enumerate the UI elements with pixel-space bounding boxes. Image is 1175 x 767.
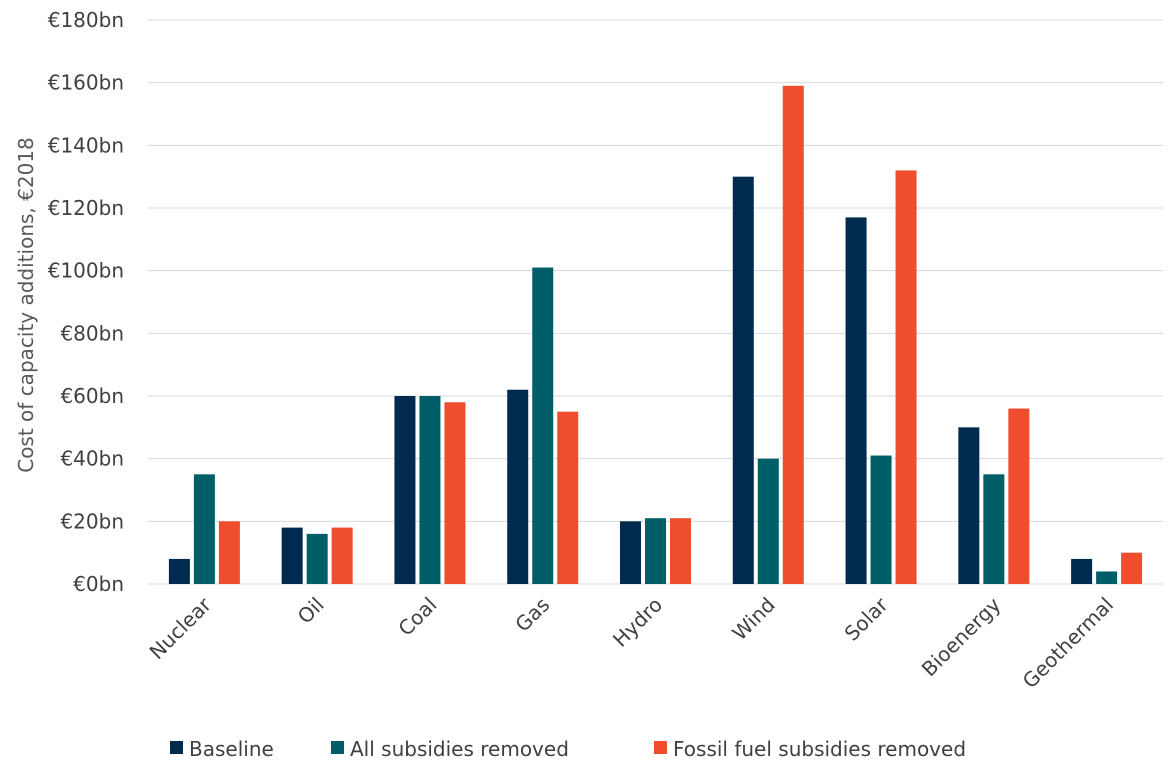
bars (168, 85, 1143, 585)
bar-bioenergy-baseline (958, 427, 980, 584)
y-tick-label: €0bn (73, 572, 124, 596)
legend: Baseline All subsidies removed Fossil fuel… (170, 737, 966, 761)
bar-oil-baseline (281, 527, 303, 584)
y-tick-label: €20bn (60, 509, 124, 533)
bar-gas-all-subsidies-removed (532, 267, 554, 584)
bar-coal-all-subsidies-removed (419, 396, 441, 584)
bar-hydro-fossil-fuel-subsidies-removed (670, 518, 691, 584)
bar-oil-all-subsidies-removed (306, 533, 328, 584)
bar-oil-fossil-fuel-subsidies-removed (331, 527, 353, 584)
legend-label: Baseline (189, 737, 274, 761)
x-tick-label: Solar (840, 592, 894, 646)
y-tick-label: €80bn (60, 321, 124, 345)
bar-geothermal-baseline (1071, 558, 1093, 584)
bar-nuclear-baseline (168, 558, 190, 584)
legend-label: Fossil fuel subsidies removed (673, 737, 966, 761)
bar-wind-fossil-fuel-subsidies-removed (782, 85, 804, 585)
y-tick-label: €140bn (48, 133, 124, 157)
y-tick-label: €180bn (48, 8, 124, 32)
x-tick-label: Wind (727, 593, 780, 646)
bar-nuclear-all-subsidies-removed (193, 474, 215, 584)
y-tick-label: €40bn (60, 447, 124, 471)
legend-swatch (331, 741, 344, 754)
x-tick-label: Nuclear (145, 592, 217, 664)
y-axis-ticks: €0bn €20bn €40bn €60bn €80bn €100bn €120bn €140… (48, 8, 124, 596)
x-tick-label: Hydro (608, 593, 667, 652)
bar-coal-baseline (394, 396, 416, 584)
bar-solar-all-subsidies-removed (870, 455, 892, 584)
legend-swatch (170, 741, 183, 754)
bar-wind-all-subsidies-removed (757, 458, 779, 584)
x-tick-label: Coal (393, 593, 441, 641)
bar-hydro-baseline (620, 521, 641, 584)
bar-nuclear-fossil-fuel-subsidies-removed (218, 521, 240, 584)
bar-hydro-all-subsidies-removed (645, 518, 666, 584)
legend-swatch (654, 741, 667, 754)
y-tick-label: €60bn (60, 384, 124, 408)
gridlines (148, 19, 1163, 585)
bar-solar-baseline (845, 217, 867, 584)
y-tick-label: €120bn (48, 196, 124, 220)
x-tick-label: Geothermal (1018, 593, 1118, 693)
bar-bioenergy-all-subsidies-removed (983, 474, 1005, 584)
legend-label: All subsidies removed (350, 737, 569, 761)
bar-gas-baseline (507, 389, 529, 584)
x-tick-label: Bioenergy (917, 592, 1006, 681)
bar-wind-baseline (732, 176, 754, 584)
bar-geothermal-fossil-fuel-subsidies-removed (1121, 552, 1143, 584)
y-tick-label: €160bn (48, 71, 124, 95)
bar-solar-fossil-fuel-subsidies-removed (895, 170, 917, 584)
bar-bioenergy-fossil-fuel-subsidies-removed (1008, 408, 1030, 584)
bar-gas-fossil-fuel-subsidies-removed (557, 411, 579, 584)
x-axis-ticks: Nuclear Oil Coal Gas Hydro Wind Solar Bioenergy… (145, 592, 1119, 693)
y-axis-title: Cost of capacity additions, €2018 (14, 137, 38, 473)
bar-geothermal-all-subsidies-removed (1096, 571, 1118, 584)
y-tick-label: €100bn (48, 259, 124, 283)
x-tick-label: Gas (510, 593, 554, 637)
x-tick-label: Oil (293, 593, 329, 629)
bar-coal-fossil-fuel-subsidies-removed (444, 402, 466, 584)
